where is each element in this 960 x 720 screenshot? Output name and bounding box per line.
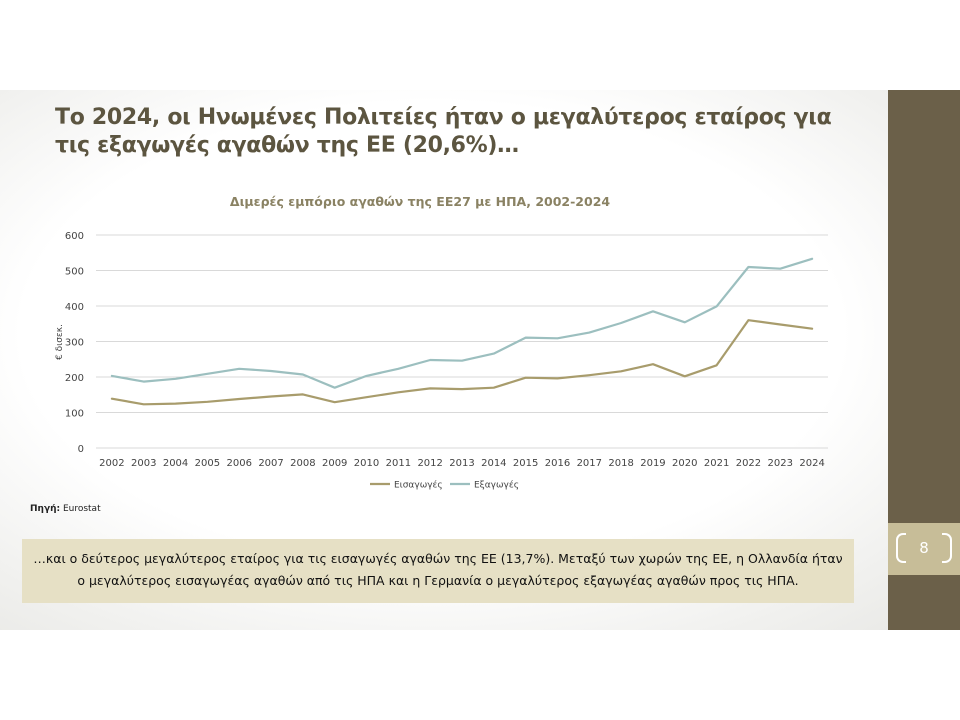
x-tick-label: 2006 (226, 458, 251, 469)
x-tick-label: 2008 (290, 458, 315, 469)
y-tick-label: 500 (65, 267, 84, 278)
x-tick-label: 2015 (513, 458, 538, 469)
x-tick-label: 2023 (768, 458, 793, 469)
legend-label: Εισαγωγές (394, 480, 443, 491)
x-tick-label: 2021 (704, 458, 729, 469)
chart: Διμερές εμπόριο αγαθών της ΕΕ27 με ΗΠΑ, … (0, 190, 880, 600)
x-tick-label: 2010 (354, 458, 379, 469)
y-tick-label: 400 (65, 302, 84, 313)
page-number: 8 (919, 539, 929, 557)
right-bracket-icon (942, 533, 952, 563)
x-tick-label: 2003 (131, 458, 156, 469)
source-line: Πηγή: Eurostat (30, 504, 101, 514)
note-box: …και ο δεύτερος μεγαλύτερος εταίρος για … (22, 539, 854, 603)
legend-label: Εξαγωγές (474, 480, 519, 491)
x-tick-label: 2014 (481, 458, 506, 469)
y-tick-label: 200 (65, 373, 84, 384)
series-line (110, 319, 814, 406)
x-tick-label: 2020 (672, 458, 697, 469)
x-tick-label: 2018 (608, 458, 633, 469)
series-line (110, 257, 814, 389)
x-tick-label: 2005 (195, 458, 220, 469)
slide: 8 Το 2024, οι Ηνωμένες Πολιτείες ήταν ο … (0, 90, 960, 630)
x-tick-label: 2022 (736, 458, 761, 469)
y-tick-label: 600 (65, 231, 84, 242)
chart-canvas: Διμερές εμπόριο αγαθών της ΕΕ27 με ΗΠΑ, … (55, 194, 828, 491)
x-tick-label: 2002 (99, 458, 124, 469)
left-bracket-icon (896, 533, 906, 563)
chart-title: Διμερές εμπόριο αγαθών της ΕΕ27 με ΗΠΑ, … (230, 194, 611, 209)
x-tick-label: 2016 (545, 458, 570, 469)
source-label: Πηγή: (30, 504, 61, 514)
x-tick-label: 2012 (417, 458, 442, 469)
source-value: Eurostat (60, 504, 101, 514)
x-tick-label: 2007 (258, 458, 283, 469)
x-tick-label: 2024 (799, 458, 824, 469)
page-number-box: 8 (888, 523, 960, 575)
x-tick-label: 2004 (163, 458, 188, 469)
x-tick-label: 2017 (577, 458, 602, 469)
x-tick-label: 2009 (322, 458, 347, 469)
y-tick-label: 0 (78, 444, 84, 455)
y-tick-label: 100 (65, 409, 84, 420)
x-tick-label: 2013 (449, 458, 474, 469)
slide-title: Το 2024, οι Ηνωμένες Πολιτείες ήταν ο με… (55, 105, 832, 158)
y-axis-label: € δισεκ. (55, 324, 65, 360)
x-tick-label: 2019 (640, 458, 665, 469)
x-tick-label: 2011 (386, 458, 411, 469)
y-tick-label: 300 (65, 338, 84, 349)
